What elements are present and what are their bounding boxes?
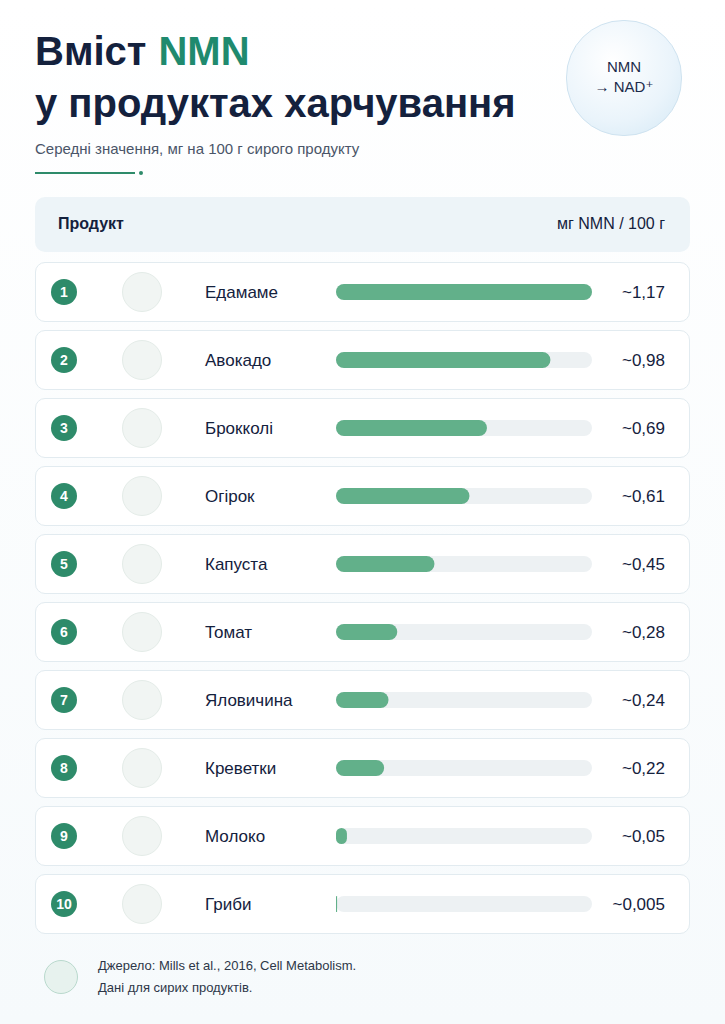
svg-text:Авокадо: Авокадо [205,351,271,370]
svg-text:~0,98: ~0,98 [622,351,665,370]
html-text:3: 3 [60,420,68,436]
svg-text:Капуста: Капуста [205,555,268,574]
html-text:1: 1 [60,284,68,300]
html-text:9: 9 [60,828,68,844]
html-text:→ NAD⁺: → NAD⁺ [594,78,654,95]
html-text:8: 8 [60,760,68,776]
html-text:6: 6 [60,624,68,640]
svg-text:~0,45: ~0,45 [622,555,665,574]
svg-text:Гриби: Гриби [205,895,251,914]
html-text:Середні значення, мг на 100 г: Середні значення, мг на 100 г сирого про… [35,140,360,157]
html-text:мг NMN / 100 г: мг NMN / 100 г [557,215,665,232]
html-text:Дані для сирих продуктів.: Дані для сирих продуктів. [98,980,253,995]
svg-text:~0,22: ~0,22 [622,759,665,778]
svg-text:~1,17: ~1,17 [622,283,665,302]
svg-text:Креветки: Креветки [205,759,276,778]
html-text:Продукт: Продукт [58,215,124,232]
html-text:у продуктах харчування: у продуктах харчування [35,81,516,125]
svg-text:Едамаме: Едамаме [205,283,278,302]
svg-text:~0,05: ~0,05 [622,827,665,846]
svg-text:Яловичина: Яловичина [205,691,293,710]
svg-text:~0,61: ~0,61 [622,487,665,506]
svg-text:Томат: Томат [205,623,252,642]
html-text:4: 4 [60,488,68,504]
html-text:10: 10 [56,896,72,912]
svg-text:Молоко: Молоко [205,827,265,846]
svg-text:~0,005: ~0,005 [613,895,665,914]
html-text:5: 5 [60,556,68,572]
html-text:Вміст NMN: Вміст NMN [35,29,250,73]
html-text:7: 7 [60,692,68,708]
svg-text:~0,28: ~0,28 [622,623,665,642]
svg-text:~0,69: ~0,69 [622,419,665,438]
html-text:2: 2 [60,352,68,368]
html-text:Джерело: Mills et al., 2016, C: Джерело: Mills et al., 2016, Cell Metabo… [98,958,357,973]
svg-text:Огірок: Огірок [205,487,255,506]
svg-text:Брокколі: Брокколі [205,419,273,438]
html-text:NMN: NMN [606,58,642,75]
svg-text:~0,24: ~0,24 [622,691,665,710]
